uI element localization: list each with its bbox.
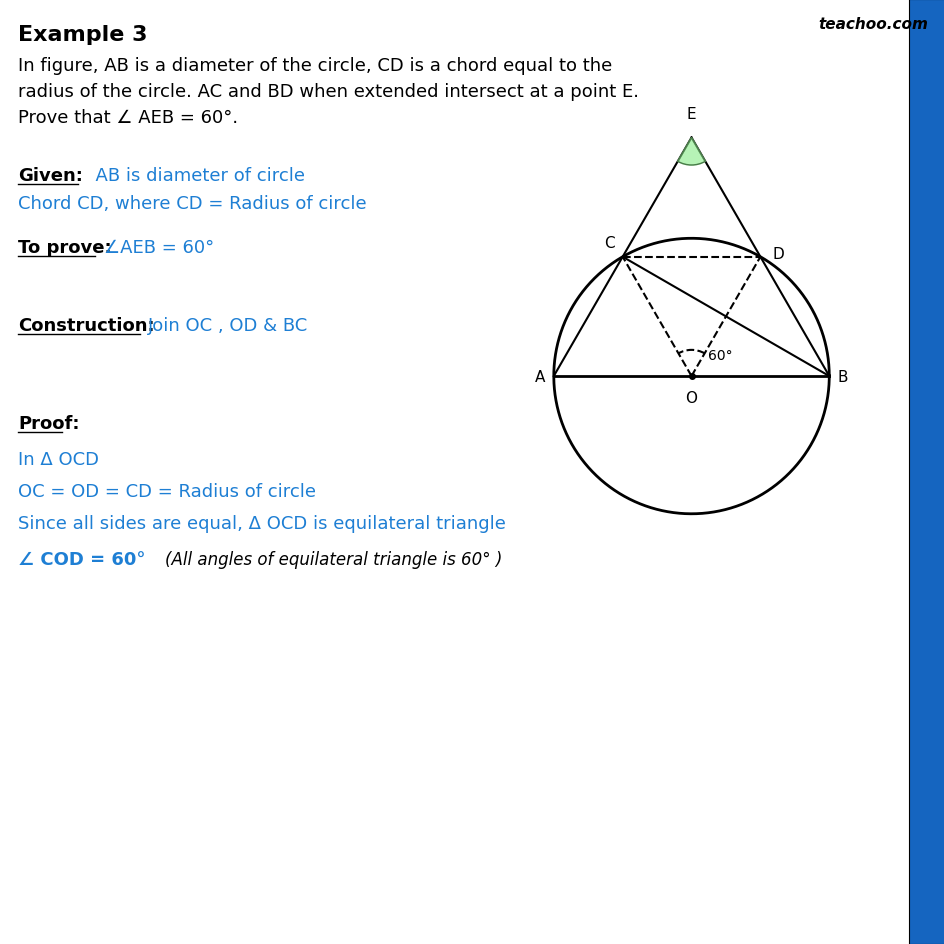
Text: Join OC , OD & BC: Join OC , OD & BC [148,316,308,334]
Text: ∠AEB = 60°: ∠AEB = 60° [104,239,214,257]
Text: To prove:: To prove: [18,239,111,257]
Text: AB is diameter of circle: AB is diameter of circle [84,167,305,185]
Text: radius of the circle. AC and BD when extended intersect at a point E.: radius of the circle. AC and BD when ext… [18,83,638,101]
Text: Chord CD, where CD = Radius of circle: Chord CD, where CD = Radius of circle [18,194,366,212]
Text: 60°: 60° [707,349,732,362]
Text: In Δ OCD: In Δ OCD [18,450,99,468]
Text: D: D [772,247,784,262]
Text: In figure, AB is a diameter of the circle, CD is a chord equal to the: In figure, AB is a diameter of the circl… [18,57,612,75]
Text: Given:: Given: [18,167,83,185]
Text: O: O [684,391,697,405]
Text: Construction:: Construction: [18,316,155,334]
Text: Proof:: Proof: [18,414,79,432]
Text: Since all sides are equal, Δ OCD is equilateral triangle: Since all sides are equal, Δ OCD is equi… [18,514,505,532]
Text: B: B [836,369,847,384]
Text: Example 3: Example 3 [18,25,147,45]
Text: E: E [686,107,696,122]
Text: A: A [534,369,545,384]
Text: C: C [603,236,614,250]
Text: teachoo.com: teachoo.com [818,17,927,32]
Text: (All angles of equilateral triangle is 60° ): (All angles of equilateral triangle is 6… [123,550,502,568]
Text: ∠ COD = 60°: ∠ COD = 60° [18,550,145,568]
Text: OC = OD = CD = Radius of circle: OC = OD = CD = Radius of circle [18,482,315,500]
Wedge shape [677,139,704,166]
Text: Prove that ∠ AEB = 60°.: Prove that ∠ AEB = 60°. [18,109,238,126]
